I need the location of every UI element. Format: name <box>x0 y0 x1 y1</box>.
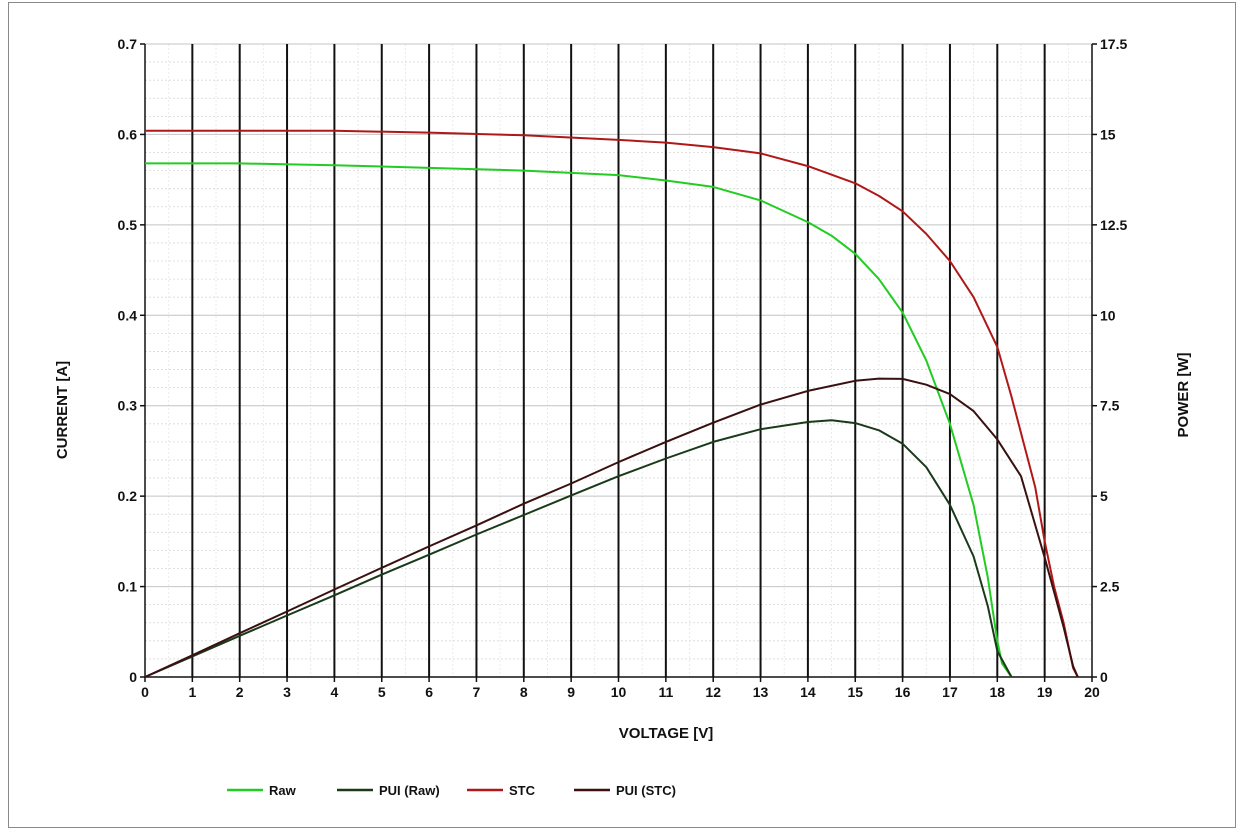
x-tick-label: 20 <box>1084 684 1100 700</box>
x-tick-label: 13 <box>753 684 769 700</box>
y-left-tick-label: 0.6 <box>118 126 138 142</box>
y-left-tick-label: 0.7 <box>118 36 138 52</box>
x-tick-label: 19 <box>1037 684 1053 700</box>
major-gridlines <box>145 43 1092 677</box>
y-right-tick-label: 2.5 <box>1100 579 1120 595</box>
x-tick-label: 17 <box>942 684 958 700</box>
x-tick-label: 15 <box>847 684 863 700</box>
x-tick-label: 5 <box>378 684 386 700</box>
legend-label-stc: STC <box>509 783 536 798</box>
x-tick-label: 18 <box>990 684 1006 700</box>
x-tick-label: 7 <box>473 684 481 700</box>
y-left-tick-label: 0 <box>129 669 137 685</box>
y-left-tick-label: 0.2 <box>118 488 138 504</box>
x-tick-label: 11 <box>658 684 673 700</box>
series-layer <box>144 129 1079 678</box>
y-left-axis-title: CURRENT [A] <box>54 361 71 459</box>
y-right-tick-label: 5 <box>1100 488 1108 504</box>
x-tick-label: 9 <box>567 684 575 700</box>
series-line-pui-stc <box>144 377 1079 678</box>
y-left-tick-label: 0.5 <box>118 217 138 233</box>
tick-labels: 0 1 2 3 4 5 6 7 8 9 10 11 12 13 14 15 16 17 18 19 2000.10.20… <box>118 36 1128 700</box>
x-tick-label: 1 <box>188 684 196 700</box>
legend-label-pui-stc: PUI (STC) <box>616 783 676 798</box>
y-right-tick-label: 10 <box>1100 307 1116 323</box>
y-left-tick-label: 0.4 <box>118 307 138 323</box>
legend: Raw PUI (Raw) STC PUI (STC) <box>227 783 676 798</box>
x-tick-label: 4 <box>331 684 339 700</box>
x-tick-label: 8 <box>520 684 528 700</box>
y-right-tick-label: 7.5 <box>1100 398 1120 414</box>
y-right-tick-label: 15 <box>1100 126 1116 142</box>
y-right-tick-label: 12.5 <box>1100 217 1127 233</box>
y-left-tick-label: 0.1 <box>118 579 138 595</box>
x-tick-label: 10 <box>611 684 627 700</box>
y-right-axis-title: POWER [W] <box>1175 353 1192 438</box>
x-tick-label: 2 <box>236 684 244 700</box>
series-line-raw <box>145 162 1013 678</box>
x-axis-title: VOLTAGE [V] <box>619 725 713 742</box>
x-tick-label: 14 <box>800 684 816 700</box>
axes <box>140 43 1097 682</box>
x-tick-label: 12 <box>705 684 721 700</box>
x-tick-label: 3 <box>283 684 291 700</box>
series-line-stc <box>145 129 1079 678</box>
y-right-tick-label: 0 <box>1100 669 1108 685</box>
legend-label-pui-raw: PUI (Raw) <box>379 783 440 798</box>
y-left-tick-label: 0.3 <box>118 398 138 414</box>
legend-label-raw: Raw <box>269 783 297 798</box>
x-tick-label: 6 <box>425 684 433 700</box>
x-tick-label: 16 <box>895 684 911 700</box>
y-right-tick-label: 17.5 <box>1100 36 1127 52</box>
series-line-pui-raw <box>144 419 1013 678</box>
x-tick-label: 0 <box>141 684 149 700</box>
